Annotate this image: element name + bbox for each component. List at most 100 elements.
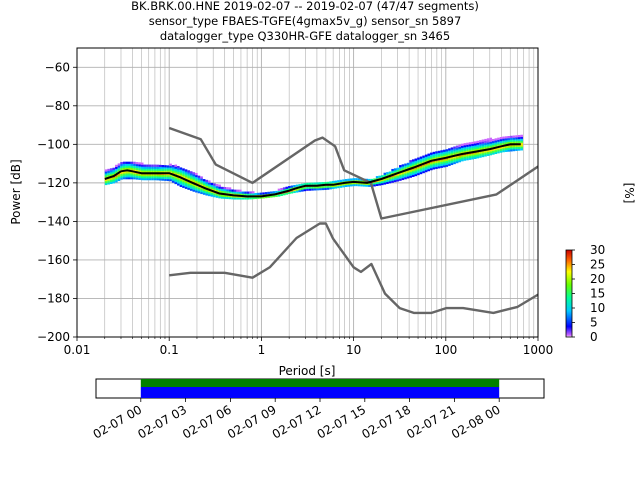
density-cell (138, 166, 141, 169)
density-cell (437, 150, 441, 153)
density-cell (476, 148, 480, 151)
density-cell (388, 181, 392, 184)
density-cell (494, 138, 498, 141)
density-cell (295, 188, 299, 191)
density-cell (140, 177, 144, 181)
density-cell (393, 170, 397, 173)
density-cell (133, 169, 136, 172)
density-cell (342, 185, 345, 188)
density-cell (461, 157, 464, 160)
density-cell (112, 167, 116, 170)
density-cell (491, 148, 495, 151)
density-cell (414, 168, 418, 171)
density-cell (347, 184, 351, 187)
density-cell (440, 161, 443, 165)
density-cell (484, 142, 487, 145)
density-cell (411, 159, 415, 162)
density-cell (251, 191, 255, 194)
density-cell (375, 183, 379, 187)
density-cell (479, 153, 482, 156)
density-cell (324, 181, 327, 185)
density-cell (479, 151, 482, 154)
density-cell (520, 134, 523, 137)
density-cell (491, 138, 495, 142)
density-cell (133, 163, 136, 166)
density-cell (303, 188, 307, 192)
density-cell (164, 174, 167, 178)
x-tick-label: 0.01 (64, 343, 91, 357)
density-cell (254, 192, 258, 196)
density-cell (197, 179, 201, 182)
density-cell (218, 194, 221, 197)
density-cell (476, 144, 480, 147)
density-cell (499, 148, 503, 151)
density-cell (414, 158, 418, 161)
density-cell (471, 157, 474, 160)
density-cell (226, 194, 229, 198)
density-cell (182, 168, 185, 171)
density-cell (249, 193, 252, 196)
density-cell (280, 189, 283, 193)
density-cell (471, 149, 474, 152)
density-cell (417, 159, 420, 162)
density-cell (316, 182, 320, 185)
density-cell (156, 174, 159, 177)
density-cell (140, 162, 144, 165)
density-cell (404, 175, 407, 178)
density-cell (300, 183, 304, 186)
density-cell (189, 177, 193, 180)
density-cell (174, 170, 178, 173)
density-cell (179, 180, 183, 184)
density-cell (277, 194, 281, 197)
density-cell (507, 147, 511, 150)
density-cell (182, 174, 185, 177)
density-cell (246, 193, 250, 196)
density-cell (182, 181, 185, 185)
density-cell (138, 164, 141, 167)
density-cell (453, 148, 456, 151)
density-cell (146, 178, 149, 181)
density-cell (455, 149, 459, 152)
density-cell (177, 177, 180, 180)
density-cell (293, 190, 296, 194)
density-cell (427, 157, 431, 160)
density-cell (437, 154, 441, 157)
colorbar-label: [%] (622, 183, 636, 204)
density-cell (146, 174, 149, 177)
density-cell (463, 148, 467, 152)
density-cell (179, 169, 183, 172)
density-cell (130, 173, 134, 176)
density-cell (104, 182, 108, 186)
x-axis-ticks: 0.01 0.1 1 10 100 1000 (64, 337, 553, 357)
density-cell (195, 172, 198, 176)
density-cell (259, 196, 263, 199)
density-cell (375, 176, 379, 179)
density-cell (220, 196, 224, 199)
density-cell (448, 154, 451, 157)
density-cell (295, 190, 299, 193)
density-cell (130, 177, 134, 180)
density-cell (396, 179, 400, 182)
density-cell (417, 167, 420, 170)
density-cell (257, 192, 260, 196)
density-cell (153, 170, 157, 173)
density-cell (179, 167, 183, 170)
density-cell (515, 135, 518, 138)
density-cell (303, 183, 307, 186)
density-cell (166, 174, 170, 178)
density-cell (473, 154, 477, 158)
density-cell (127, 161, 131, 164)
density-cell (362, 180, 366, 183)
density-cell (319, 182, 322, 185)
density-cell (202, 184, 206, 188)
density-cell (161, 165, 165, 168)
availability-bar-data (140, 379, 500, 387)
density-cell (352, 182, 356, 185)
density-cell (406, 172, 410, 175)
density-cell (151, 164, 154, 167)
density-cell (192, 177, 196, 181)
density-cell (494, 147, 498, 151)
density-cell (202, 188, 206, 191)
density-cell (197, 181, 201, 184)
density-cell (406, 164, 410, 167)
